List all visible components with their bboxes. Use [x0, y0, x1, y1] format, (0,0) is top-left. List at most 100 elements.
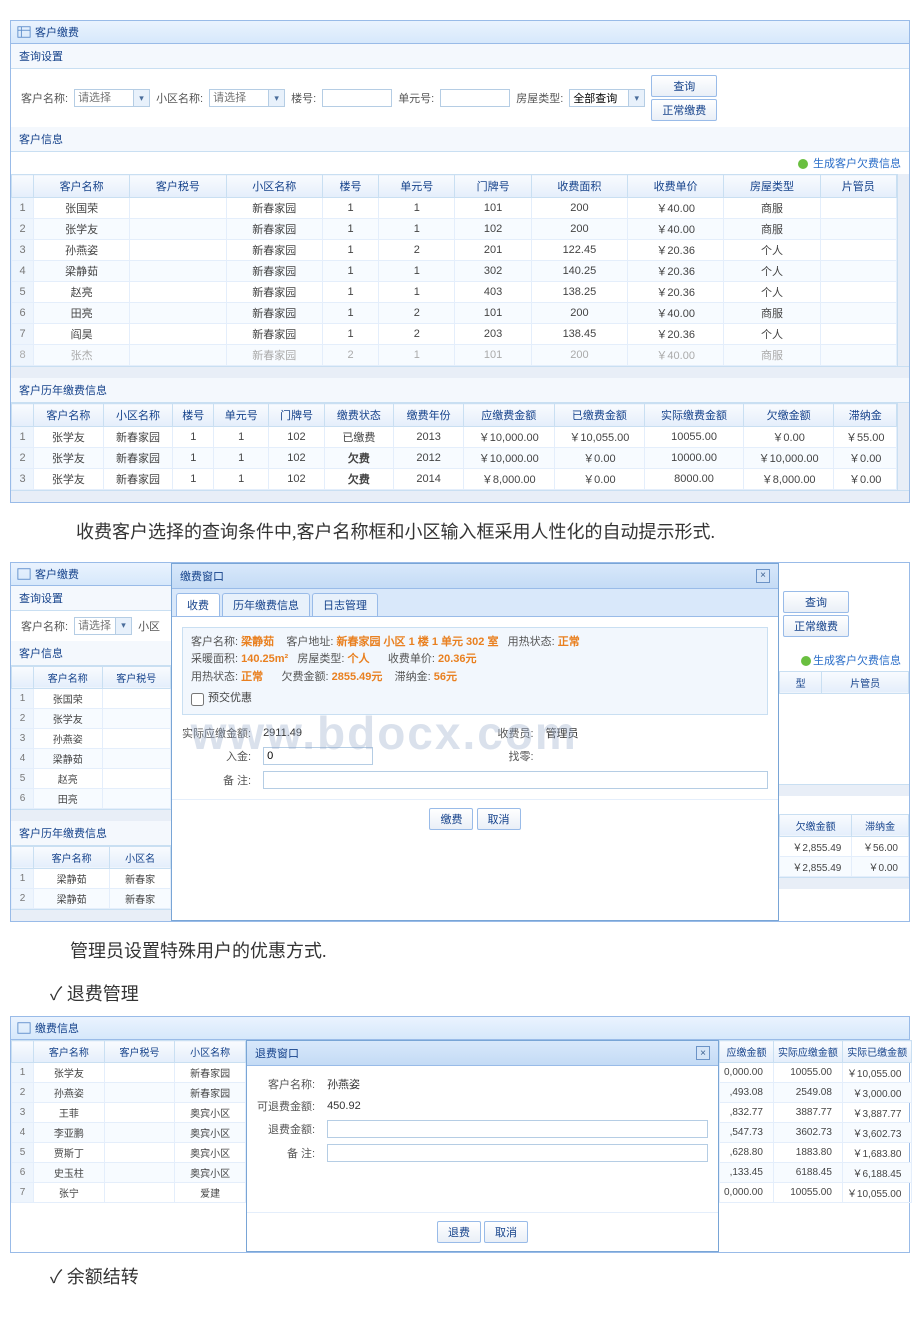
unit-input[interactable]	[440, 89, 510, 107]
cell: ,628.80	[720, 1143, 774, 1163]
table-row[interactable]: 3孙燕姿新春家园12201122.45￥20.36个人	[12, 240, 897, 261]
building-input[interactable]	[322, 89, 392, 107]
cell: 新春家园	[226, 261, 322, 282]
table-row[interactable]: 3孙燕姿	[12, 728, 171, 748]
table-row[interactable]: 2张学友	[12, 708, 171, 728]
cell: 梁静茹	[34, 261, 130, 282]
remark-input[interactable]	[263, 771, 768, 789]
payment-panel-2: 客户缴费 查询设置 客户名称: ▾ 小区 客户信息 客户名称客户税号 1张国荣2…	[10, 562, 910, 922]
table-row[interactable]: ,133.456188.45￥6,188.45	[720, 1163, 912, 1183]
cell: 新春家园	[226, 198, 322, 219]
th: 欠缴金额	[780, 814, 852, 836]
refund-remark-input[interactable]	[327, 1144, 708, 1162]
cell: 新春家园	[226, 282, 322, 303]
add-icon	[798, 159, 808, 169]
table-row[interactable]: ￥2,855.49￥56.00	[780, 836, 909, 856]
cell	[102, 768, 171, 788]
table-row[interactable]: 1张国荣	[12, 688, 171, 708]
table-row[interactable]: 6史玉柱奥宾小区	[12, 1163, 246, 1183]
column-header: 门牌号	[269, 404, 324, 427]
table-row[interactable]: 1张学友新春家园	[12, 1063, 246, 1083]
refund-button[interactable]: 退费	[437, 1221, 481, 1243]
column-header: 单元号	[379, 175, 455, 198]
roomtype-input[interactable]	[569, 89, 629, 107]
gen-link-2[interactable]: 生成客户欠费信息	[813, 655, 901, 667]
tab-0[interactable]: 收费	[176, 593, 220, 616]
table-row[interactable]: 2梁静茹新春家	[12, 888, 171, 908]
normal-pay-button[interactable]: 正常缴费	[651, 99, 717, 121]
gen-owing-link[interactable]: 生成客户欠费信息	[813, 158, 901, 170]
table-row[interactable]: 1张学友新春家园11102已缴费2013￥10,000.00￥10,055.00…	[12, 427, 897, 448]
cell: ￥8,000.00	[743, 469, 834, 490]
cell	[820, 219, 896, 240]
cell: 赵亮	[34, 768, 103, 788]
scrollbar-horizontal[interactable]	[11, 366, 909, 378]
roomtype-dropdown[interactable]: ▾	[629, 89, 645, 107]
customer-name-input[interactable]	[74, 89, 134, 107]
close-icon[interactable]: ×	[696, 1046, 710, 1060]
normalpay-btn-2[interactable]: 正常缴费	[783, 615, 849, 637]
customer-table: 客户名称客户税号小区名称楼号单元号门牌号收费面积收费单价房屋类型片管员 1张国荣…	[11, 174, 897, 366]
tab-2[interactable]: 日志管理	[312, 593, 378, 616]
table-row[interactable]: 4梁静茹新春家园11302140.25￥20.36个人	[12, 261, 897, 282]
cell: 贾斯丁	[34, 1143, 105, 1163]
val-actual: 2911.49	[263, 727, 485, 739]
table-row[interactable]: 7张宁爱建	[12, 1183, 246, 1203]
row-number: 1	[12, 427, 34, 448]
customer-name-dropdown[interactable]: ▾	[134, 89, 150, 107]
scrollbar-vertical[interactable]	[897, 174, 909, 366]
table-row[interactable]: ,493.082549.08￥3,000.00	[720, 1083, 912, 1103]
sb-h-2b[interactable]	[11, 909, 171, 921]
sb-h-2c[interactable]	[779, 784, 909, 796]
cell: 赵亮	[34, 282, 130, 303]
val-customer-name: 孙燕姿	[327, 1076, 708, 1092]
table-row[interactable]: 5贾斯丁奥宾小区	[12, 1143, 246, 1163]
cancel-button[interactable]: 取消	[477, 808, 521, 830]
table-row[interactable]: ￥2,855.49￥0.00	[780, 856, 909, 876]
refund-amount-input[interactable]	[327, 1120, 708, 1138]
search-btn-2[interactable]: 查询	[783, 591, 849, 613]
cell	[820, 324, 896, 345]
table-row[interactable]: 3王菲奥宾小区	[12, 1103, 246, 1123]
table-row[interactable]: 2张学友新春家园11102200￥40.00商服	[12, 219, 897, 240]
sb-h-2a[interactable]	[11, 809, 171, 821]
column-header: 小区名称	[103, 404, 173, 427]
table-row[interactable]: 1梁静茹新春家	[12, 868, 171, 888]
income-input[interactable]	[263, 747, 373, 765]
table-row[interactable]: 0,000.0010055.00￥10,055.00	[720, 1183, 912, 1203]
table-row[interactable]: 2孙燕姿新春家园	[12, 1083, 246, 1103]
close-icon[interactable]: ×	[756, 569, 770, 583]
cell	[102, 728, 171, 748]
table-row[interactable]: 6田亮	[12, 788, 171, 808]
column-header: 收费面积	[531, 175, 627, 198]
pay-button[interactable]: 缴费	[429, 808, 473, 830]
table-row[interactable]: 5赵亮新春家园11403138.25￥20.36个人	[12, 282, 897, 303]
table-row[interactable]: 1张国荣新春家园11101200￥40.00商服	[12, 198, 897, 219]
cancel-button[interactable]: 取消	[484, 1221, 528, 1243]
cell: 张学友	[34, 1063, 105, 1083]
cell: 1	[379, 261, 455, 282]
table-row[interactable]: 4李亚鹏奥宾小区	[12, 1123, 246, 1143]
table-row[interactable]: 4梁静茹	[12, 748, 171, 768]
table-row[interactable]: 2张学友新春家园11102欠费2012￥10,000.00￥0.0010000.…	[12, 448, 897, 469]
lbl: 备 注:	[257, 1145, 315, 1161]
prepay-discount-checkbox[interactable]	[191, 693, 204, 706]
tab-1[interactable]: 历年缴费信息	[222, 593, 310, 616]
table-row[interactable]: ,547.733602.73￥3,602.73	[720, 1123, 912, 1143]
table-row[interactable]: 6田亮新春家园12101200￥40.00商服	[12, 303, 897, 324]
scrollbar-vertical-2[interactable]	[897, 403, 909, 490]
community-dropdown[interactable]: ▾	[269, 89, 285, 107]
search-button[interactable]: 查询	[651, 75, 717, 97]
table-row[interactable]: ,628.801883.80￥1,683.80	[720, 1143, 912, 1163]
table-row[interactable]: 5赵亮	[12, 768, 171, 788]
table-row[interactable]: 0,000.0010055.00￥10,055.00	[720, 1063, 912, 1083]
cell: 王菲	[34, 1103, 105, 1123]
scrollbar-horizontal-2[interactable]	[11, 490, 909, 502]
community-input[interactable]	[209, 89, 269, 107]
sb-h-2d[interactable]	[779, 877, 909, 889]
table-row[interactable]: 8张杰新春家园21101200￥40.00商服	[12, 345, 897, 366]
table-row[interactable]: 7阎昊新春家园12203138.45￥20.36个人	[12, 324, 897, 345]
column-header: 客户税号	[130, 175, 226, 198]
table-row[interactable]: ,832.773887.77￥3,887.77	[720, 1103, 912, 1123]
table-row[interactable]: 3张学友新春家园11102欠费2014￥8,000.00￥0.008000.00…	[12, 469, 897, 490]
